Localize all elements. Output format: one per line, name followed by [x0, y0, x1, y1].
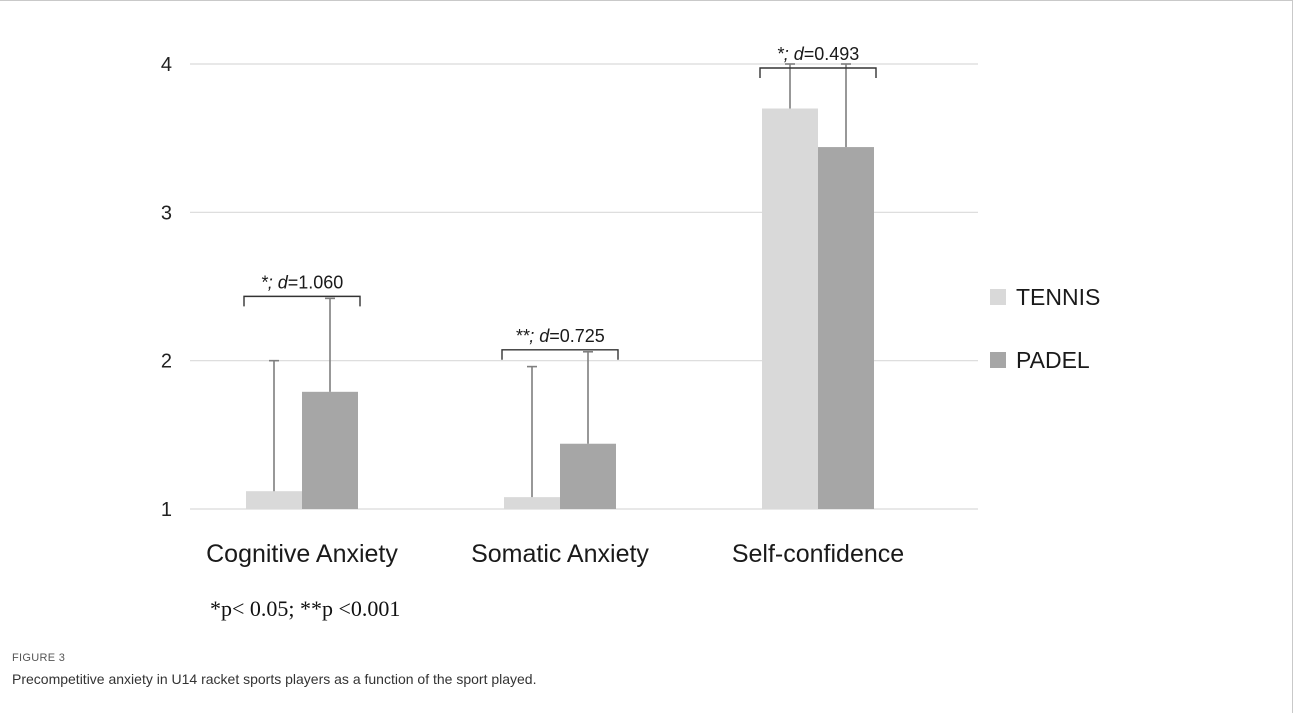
significance-prefix: *;: [261, 272, 278, 292]
significance-label-0: *; d=1.060: [261, 272, 344, 292]
y-tick-label: 3: [161, 202, 172, 224]
bar-tennis-1: [504, 497, 560, 509]
legend-swatch-tennis: [990, 289, 1006, 305]
significance-prefix: **;: [515, 326, 539, 346]
x-category-label: Somatic Anxiety: [471, 540, 649, 568]
y-tick-label: 4: [161, 54, 172, 76]
legend-label-padel: PADEL: [1016, 347, 1090, 373]
effect-size-symbol: d: [278, 272, 289, 292]
significance-label-2: *; d=0.493: [777, 44, 860, 64]
significance-bracket-0: [243, 295, 361, 307]
significance-annotations: *; d=1.060**; d=0.725*; d=0.493: [243, 44, 877, 360]
figure-label: FIGURE 3: [12, 652, 66, 664]
bar-padel-0: [302, 391, 358, 509]
effect-size-value: =0.493: [804, 44, 860, 64]
x-category-label: Cognitive Anxiety: [206, 540, 398, 568]
bars: [246, 108, 874, 510]
legend-label-tennis: TENNIS: [1016, 284, 1100, 310]
significance-footnote: *p< 0.05; **p <0.001: [210, 596, 401, 621]
error-bars: [269, 63, 851, 498]
x-axis-category-labels: Cognitive Anxiety Somatic Anxiety Self-con…: [206, 540, 904, 568]
y-tick-label: 2: [161, 351, 172, 373]
y-tick-label: 1: [161, 499, 172, 521]
y-axis-tick-labels: 1 2 3 4: [161, 54, 172, 521]
x-category-label: Self-confidence: [732, 540, 904, 568]
bar-padel-2: [818, 147, 874, 510]
effect-size-value: =0.725: [549, 326, 605, 346]
bar-tennis-0: [246, 491, 302, 509]
figure-caption: Precompetitive anxiety in U14 racket spo…: [12, 671, 537, 687]
significance-bracket-2: [759, 67, 877, 78]
significance-prefix: *;: [777, 44, 794, 64]
bar-tennis-2: [762, 108, 818, 509]
significance-bracket-1: [501, 349, 619, 360]
legend: TENNIS PADEL: [990, 284, 1100, 373]
bar-padel-1: [560, 443, 616, 509]
legend-swatch-padel: [990, 352, 1006, 368]
effect-size-symbol: d: [539, 326, 550, 346]
significance-label-1: **; d=0.725: [515, 326, 605, 346]
effect-size-value: =1.060: [288, 272, 344, 292]
effect-size-symbol: d: [794, 44, 805, 64]
